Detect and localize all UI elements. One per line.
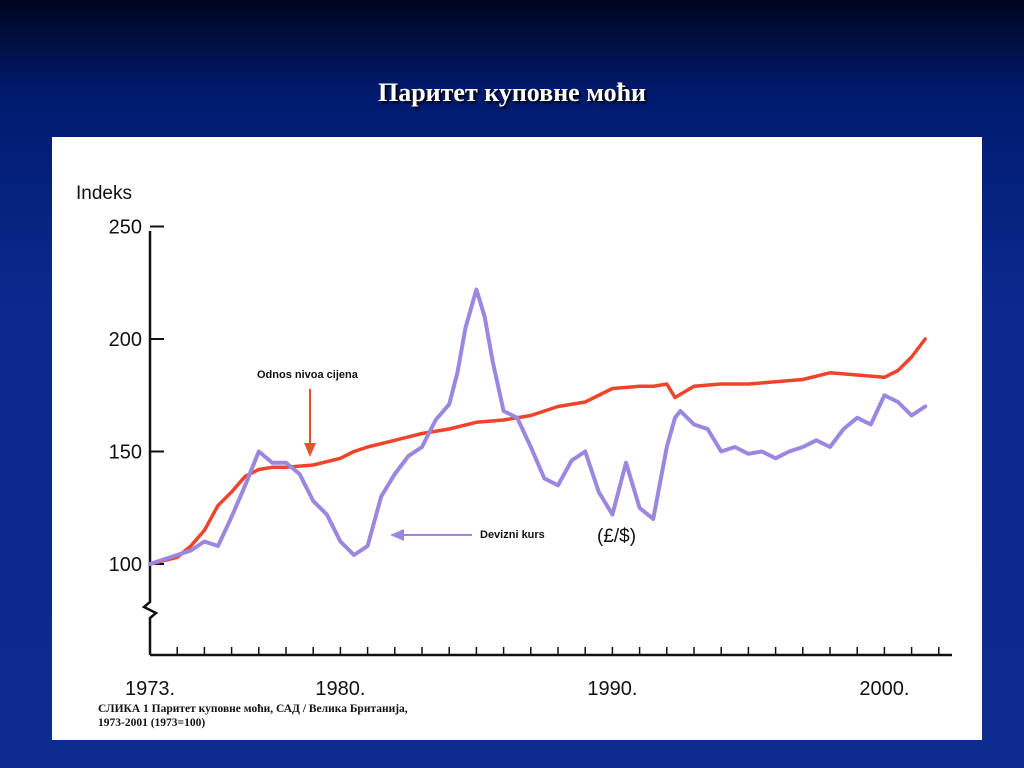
figure-caption: СЛИКА 1 Паритет куповне моћи, САД / Вели… [98, 702, 408, 730]
annotation-price-ratio: Odnos nivoa cijena [257, 369, 359, 381]
annotation-price-ratio-arrowhead [304, 443, 316, 457]
y-axis-title: Indeks [76, 183, 132, 204]
exchange-rate-line [148, 287, 928, 566]
y-axis-line [141, 231, 159, 655]
y-tick-label-150: 150 [109, 442, 142, 464]
y-tick-label-100: 100 [109, 554, 142, 576]
caption-line-2: 1973-2001 (1973=100) [98, 717, 206, 729]
y-tick-label-250: 250 [109, 217, 142, 239]
annotation-exchange-rate: Devizni kurs [480, 529, 545, 541]
slide-title: Паритет куповне моћи [377, 78, 647, 107]
x-tick-label-1973: 1973. [125, 678, 175, 700]
caption-line-1: СЛИКА 1 Паритет куповне моћи, САД / Вели… [98, 703, 408, 715]
x-tick-label-2000: 2000. [859, 678, 909, 700]
annotation-currency-pair: (£/$) [597, 526, 636, 547]
y-tick-label-200: 200 [109, 329, 142, 351]
annotation-exchange-rate-arrowhead [390, 529, 404, 541]
x-tick-label-1990: 1990. [587, 678, 637, 700]
chart-panel: Indeks 100 150 200 250 1973. 1980. 1990. 2000. Od… [52, 137, 982, 740]
ppp-line-chart: Indeks 100 150 200 250 1973. 1980. 1990. 2000. Od… [76, 183, 952, 700]
x-tick-label-1980: 1980. [315, 678, 365, 700]
